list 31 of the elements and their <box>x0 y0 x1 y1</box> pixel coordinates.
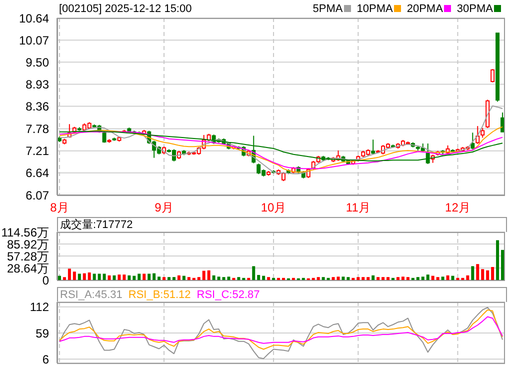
y-tick-label: 7.78 <box>26 122 50 136</box>
y-tick-label: 7.21 <box>26 144 50 158</box>
text: RSI_A:45.31 <box>60 288 122 302</box>
y-tick-label: 9.50 <box>26 55 50 70</box>
y-tick-label: 112 <box>30 300 50 314</box>
x-tick-label: 10月 <box>260 200 286 215</box>
legend-label: 5PMA <box>312 2 343 14</box>
chart-title: 成交量:717772 <box>60 218 133 232</box>
y-tick-label: 10.07 <box>18 33 50 48</box>
legend-label: 30PMA <box>456 2 493 14</box>
chart-title: [002105] 2025-12-12 15:00 <box>59 2 192 14</box>
x-tick-label: 8月 <box>50 200 69 215</box>
y-tick-label: 6 <box>42 352 50 365</box>
y-tick-label: 6.64 <box>26 166 50 180</box>
y-tick-label: 85.92万 <box>6 237 49 252</box>
y-tick-label: 10.64 <box>18 11 50 26</box>
legend-label: 10PMA <box>356 2 393 14</box>
x-tick-label: 12月 <box>445 200 470 215</box>
y-tick-label: 59 <box>36 326 50 340</box>
y-tick-label: 57.28万 <box>6 249 49 264</box>
y-tick-label: 114.56万 <box>1 225 49 240</box>
y-tick-label: 6.07 <box>26 188 50 202</box>
text: RSI_C:52.87 <box>196 288 260 302</box>
legend-label: 20PMA <box>406 2 443 14</box>
x-tick-label: 9月 <box>154 200 174 215</box>
y-tick-label: 8.36 <box>26 100 50 114</box>
y-tick-label: 28.64万 <box>6 261 49 276</box>
x-tick-label: 11月 <box>346 200 370 215</box>
y-tick-label: 0 <box>42 273 50 288</box>
text: RSI_B:51.12 <box>128 288 191 302</box>
y-tick-label: 8.93 <box>26 77 50 92</box>
